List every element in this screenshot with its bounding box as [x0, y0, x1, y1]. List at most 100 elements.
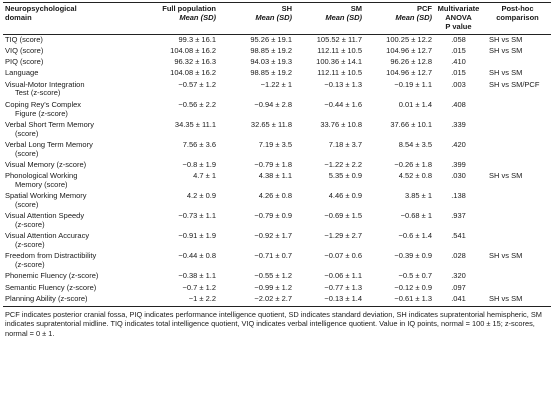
- cell-full-population: 34.35 ± 11.1: [174, 119, 216, 129]
- cell-sh: 95.26 ± 19.1: [250, 34, 292, 44]
- header-sh-line1: SH: [281, 4, 292, 13]
- table-row: Visual Attention Speedy (z-score) −0.73 ± …: [3, 211, 551, 231]
- cell-sm: −0.06 ± 1.1: [324, 271, 362, 281]
- cell-sh: 4.26 ± 0.8: [258, 191, 292, 201]
- cell-p-value: .138: [451, 191, 466, 201]
- cell-domain: Semantic Fluency (z-score): [3, 282, 121, 293]
- header-pcf-line1: PCF: [417, 4, 432, 13]
- cell-posthoc: SH vs SM: [483, 293, 551, 307]
- cell-domain: Planning Ability (z-score): [3, 293, 121, 307]
- cell-pcf: −0.19 ± 1.1: [394, 79, 432, 89]
- cell-posthoc: [483, 231, 551, 251]
- cell-p-value: .541: [451, 231, 466, 241]
- table-row: Verbal Long Term Memory (score) 7.56 ± 3.6…: [3, 140, 551, 160]
- cell-posthoc: [483, 211, 551, 231]
- domain-label: VIQ (score): [5, 45, 44, 55]
- header-sh-line2: Mean (SD): [255, 12, 292, 22]
- cell-posthoc: SH vs SM/PCF: [489, 79, 540, 89]
- cell-full-population: 7.56 ± 3.6: [182, 139, 216, 149]
- header-sh: SH Mean (SD): [217, 2, 293, 35]
- domain-label-continued: Figure (z-score): [15, 108, 68, 118]
- domain-label: PIQ (score): [5, 57, 44, 67]
- cell-domain: Verbal Short Term Memory (score): [3, 120, 121, 140]
- cell-domain: Phonemic Fluency (z-score): [3, 271, 121, 282]
- cell-sh: −0.79 ± 0.9: [254, 211, 292, 221]
- table-row: Visual Attention Accuracy (z-score) −0.91 …: [3, 231, 551, 251]
- domain-label: Verbal Short Term Memory: [5, 119, 95, 129]
- cell-domain: PIQ (score): [3, 57, 121, 68]
- header-pcf-line2: Mean (SD): [395, 12, 432, 22]
- cell-sh: −0.94 ± 2.8: [254, 99, 292, 109]
- cell-full-population: 99.3 ± 16.1: [178, 34, 216, 44]
- cell-sm: −0.13 ± 1.3: [324, 79, 362, 89]
- cell-pcf: −0.12 ± 0.9: [394, 282, 432, 292]
- header-anova-line3: P value: [445, 21, 472, 31]
- header-full-line2: Mean (SD): [179, 12, 216, 22]
- domain-label: Visual-Motor Integration: [5, 79, 85, 89]
- domain-label-continued: (score): [15, 128, 39, 138]
- cell-sm: 112.11 ± 10.5: [317, 45, 362, 55]
- domain-label: Phonemic Fluency (z-score): [5, 271, 99, 281]
- cell-sm: 112.11 ± 10.5: [317, 68, 362, 78]
- cell-posthoc: [483, 120, 551, 140]
- domain-label: Verbal Long Term Memory: [5, 139, 93, 149]
- domain-label-continued: (score): [15, 148, 39, 158]
- cell-pcf: −0.61 ± 1.3: [363, 293, 433, 307]
- cell-full-population: −0.44 ± 0.8: [178, 251, 216, 261]
- table-row: Planning Ability (z-score) −1 ± 2.2 −2.02 …: [3, 293, 551, 307]
- cell-sh: 4.38 ± 1.1: [258, 171, 292, 181]
- cell-posthoc: SH vs SM: [489, 45, 523, 55]
- cell-p-value: .408: [451, 99, 466, 109]
- cell-sm: −0.77 ± 1.3: [324, 282, 362, 292]
- cell-full-population: 104.08 ± 16.2: [170, 68, 216, 78]
- cell-domain: TIQ (score): [3, 34, 121, 46]
- cell-p-value: .339: [451, 119, 466, 129]
- cell-posthoc: [483, 140, 551, 160]
- cell-p-value: .028: [451, 251, 466, 261]
- cell-pcf: 100.25 ± 12.2: [386, 34, 432, 44]
- header-domain-line1: Neuropsychological: [5, 4, 77, 13]
- cell-domain: Spatial Working Memory (score): [3, 191, 121, 211]
- table-row: Freedom from Distractibility (z-score) −0.…: [3, 251, 551, 271]
- table-row: Phonological Working Memory (score) 4.7 ± …: [3, 171, 551, 191]
- cell-p-value: .015: [451, 45, 466, 55]
- cell-posthoc: [483, 271, 551, 282]
- cell-sm: −0.44 ± 1.6: [324, 99, 362, 109]
- header-sm-line1: SM: [350, 4, 362, 13]
- cell-pcf: 104.96 ± 12.7: [386, 68, 432, 78]
- domain-label: TIQ (score): [5, 34, 43, 44]
- cell-p-value: .937: [451, 211, 466, 221]
- table-row: Visual-Motor Integration Test (z-score) −0…: [3, 79, 551, 99]
- header-sm: SM Mean (SD): [293, 2, 363, 35]
- cell-domain: Visual Attention Speedy (z-score): [3, 211, 121, 231]
- cell-sh: −0.92 ± 1.7: [254, 231, 292, 241]
- cell-posthoc: [483, 57, 551, 68]
- cell-full-population: −0.8 ± 1.9: [182, 159, 216, 169]
- header-posthoc-line2: comparison: [496, 12, 539, 22]
- cell-sm: 7.18 ± 3.7: [328, 139, 362, 149]
- cell-full-population: −0.91 ± 1.9: [178, 231, 216, 241]
- cell-pcf: 104.96 ± 12.7: [386, 45, 432, 55]
- cell-sh: 98.85 ± 19.2: [250, 68, 292, 78]
- cell-full-population: −0.56 ± 2.2: [178, 99, 216, 109]
- header-domain-line2: domain: [5, 12, 32, 22]
- cell-sh: −0.55 ± 1.2: [254, 271, 292, 281]
- cell-sh: −0.79 ± 1.8: [254, 159, 292, 169]
- header-pcf: PCF Mean (SD): [363, 2, 433, 35]
- cell-domain: Visual Attention Accuracy (z-score): [3, 231, 121, 251]
- cell-domain: Verbal Long Term Memory (score): [3, 140, 121, 160]
- domain-label: Visual Memory (z-score): [5, 159, 87, 169]
- cell-p-value: .410: [451, 57, 466, 67]
- cell-domain: Language: [3, 68, 121, 79]
- domain-label-continued: (z-score): [15, 220, 45, 230]
- table-row: VIQ (score) 104.08 ± 16.2 98.85 ± 19.2 112.…: [3, 46, 551, 57]
- table-page: Neuropsychological domain Full populatio…: [3, 2, 551, 338]
- cell-p-value: .015: [451, 68, 466, 78]
- cell-sm: −0.07 ± 0.6: [324, 251, 362, 261]
- cell-posthoc: SH vs SM: [489, 171, 523, 181]
- cell-full-population: 4.2 ± 0.9: [186, 191, 216, 201]
- header-posthoc: Post-hoc comparison: [483, 2, 551, 35]
- domain-label: Phonological Working: [5, 171, 78, 181]
- cell-p-value: .097: [451, 282, 466, 292]
- header-anova-line1: Multivariate: [437, 4, 480, 13]
